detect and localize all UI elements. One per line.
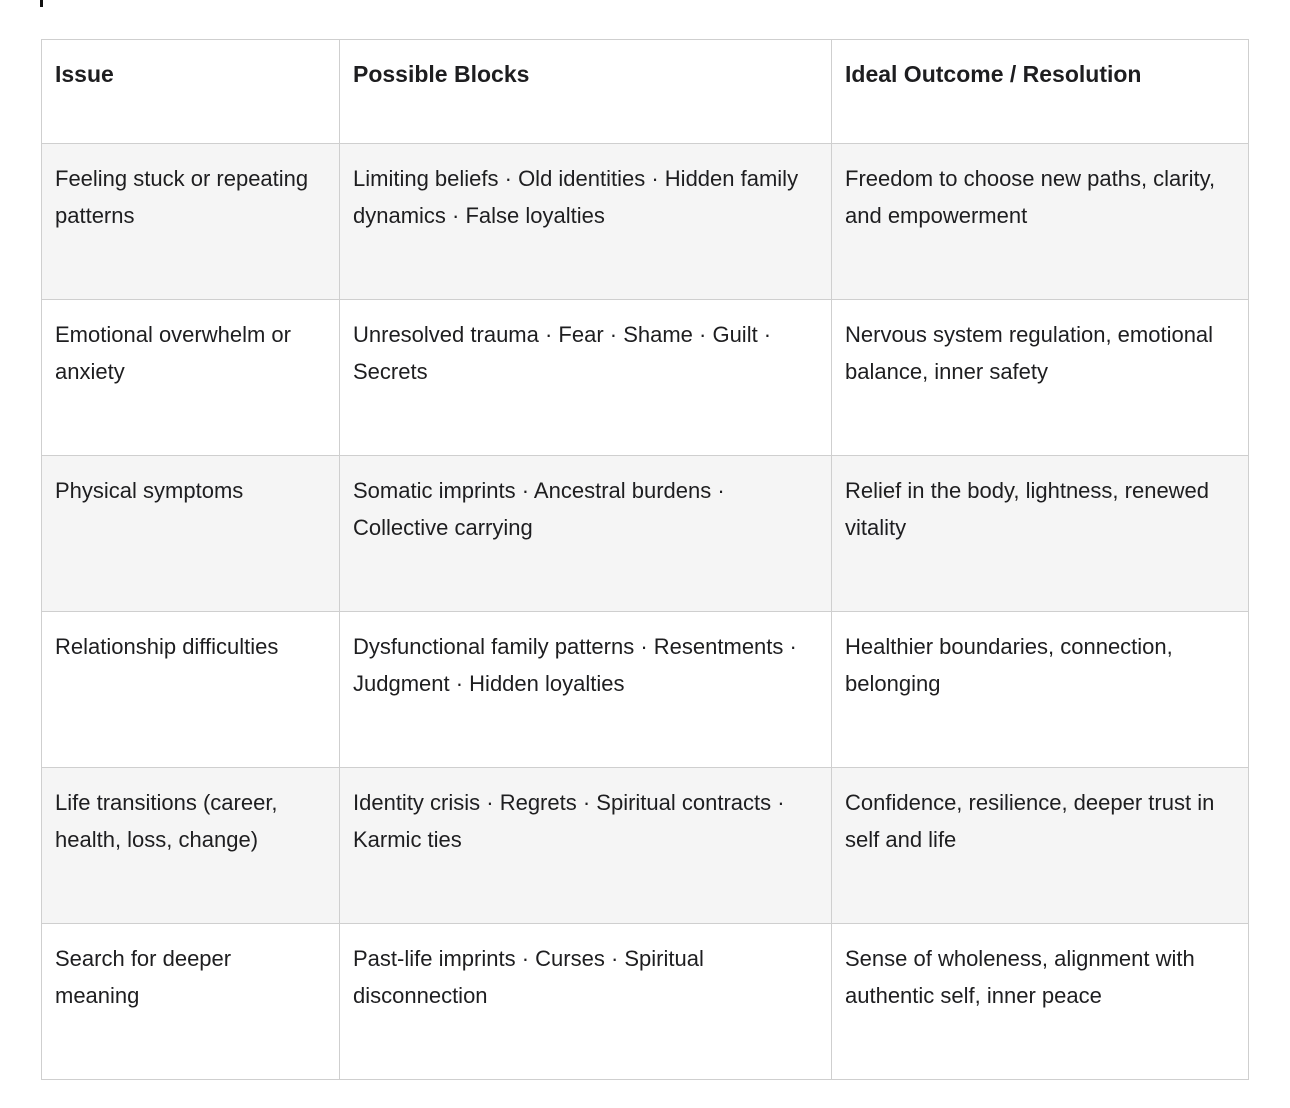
text-cursor bbox=[40, 0, 43, 7]
cell-possible-blocks: Unresolved trauma · Fear · Shame · Guilt… bbox=[339, 299, 832, 456]
column-header-ideal-outcome: Ideal Outcome / Resolution bbox=[831, 39, 1249, 144]
cell-issue: Life transitions (career, health, loss, … bbox=[41, 767, 340, 924]
cell-possible-blocks: Dysfunctional family patterns · Resentme… bbox=[339, 611, 832, 768]
cell-ideal-outcome: Healthier boundaries, connection, belong… bbox=[831, 611, 1249, 768]
cell-issue: Physical symptoms bbox=[41, 455, 340, 612]
cell-ideal-outcome: Sense of wholeness, alignment with authe… bbox=[831, 923, 1249, 1080]
table-row: Life transitions (career, health, loss, … bbox=[41, 767, 1249, 924]
cell-ideal-outcome: Nervous system regulation, emotional bal… bbox=[831, 299, 1249, 456]
issues-table: Issue Possible Blocks Ideal Outcome / Re… bbox=[41, 39, 1249, 1080]
column-header-issue: Issue bbox=[41, 39, 340, 144]
cell-ideal-outcome: Freedom to choose new paths, clarity, an… bbox=[831, 143, 1249, 300]
cell-possible-blocks: Identity crisis · Regrets · Spiritual co… bbox=[339, 767, 832, 924]
cell-issue: Relationship difficulties bbox=[41, 611, 340, 768]
column-header-possible-blocks: Possible Blocks bbox=[339, 39, 832, 144]
table-row: Emotional overwhelm or anxiety Unresolve… bbox=[41, 299, 1249, 456]
table-row: Physical symptoms Somatic imprints · Anc… bbox=[41, 455, 1249, 612]
cell-possible-blocks: Limiting beliefs · Old identities · Hidd… bbox=[339, 143, 832, 300]
cell-possible-blocks: Past-life imprints · Curses · Spiritual … bbox=[339, 923, 832, 1080]
table-row: Relationship difficulties Dysfunctional … bbox=[41, 611, 1249, 768]
cell-issue: Search for deeper meaning bbox=[41, 923, 340, 1080]
cell-ideal-outcome: Confidence, resilience, deeper trust in … bbox=[831, 767, 1249, 924]
cell-possible-blocks: Somatic imprints · Ancestral burdens · C… bbox=[339, 455, 832, 612]
cell-issue: Emotional overwhelm or anxiety bbox=[41, 299, 340, 456]
cell-issue: Feeling stuck or repeating patterns bbox=[41, 143, 340, 300]
header-row: Issue Possible Blocks Ideal Outcome / Re… bbox=[41, 39, 1249, 144]
table-row: Feeling stuck or repeating patterns Limi… bbox=[41, 143, 1249, 300]
cell-ideal-outcome: Relief in the body, lightness, renewed v… bbox=[831, 455, 1249, 612]
table-row: Search for deeper meaning Past-life impr… bbox=[41, 923, 1249, 1080]
